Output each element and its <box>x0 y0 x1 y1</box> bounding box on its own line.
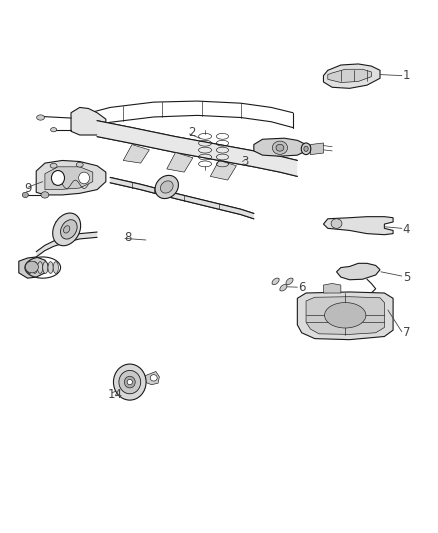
Polygon shape <box>145 372 159 385</box>
Ellipse shape <box>51 171 64 185</box>
Ellipse shape <box>79 172 89 184</box>
Ellipse shape <box>331 219 342 228</box>
Polygon shape <box>45 167 93 190</box>
Ellipse shape <box>119 370 141 394</box>
Ellipse shape <box>60 220 77 239</box>
Polygon shape <box>71 108 106 135</box>
Polygon shape <box>167 152 193 172</box>
Ellipse shape <box>304 146 308 151</box>
Ellipse shape <box>38 262 43 273</box>
Ellipse shape <box>50 127 57 132</box>
Ellipse shape <box>22 192 28 198</box>
Ellipse shape <box>124 376 135 388</box>
Ellipse shape <box>113 364 146 400</box>
Text: 8: 8 <box>124 231 131 244</box>
Ellipse shape <box>155 175 178 199</box>
Text: 1: 1 <box>403 69 410 82</box>
Ellipse shape <box>76 163 83 167</box>
Ellipse shape <box>64 226 70 233</box>
Text: 4: 4 <box>403 223 410 236</box>
Text: 6: 6 <box>298 281 306 294</box>
Polygon shape <box>311 143 323 155</box>
Ellipse shape <box>50 164 57 168</box>
Polygon shape <box>97 120 297 176</box>
Ellipse shape <box>25 261 39 273</box>
Polygon shape <box>19 257 49 278</box>
Text: 3: 3 <box>242 155 249 168</box>
Text: 2: 2 <box>188 126 196 140</box>
Polygon shape <box>328 69 371 83</box>
Text: 7: 7 <box>403 326 410 340</box>
Polygon shape <box>36 160 106 195</box>
Ellipse shape <box>127 379 132 385</box>
Ellipse shape <box>41 192 49 198</box>
Polygon shape <box>323 216 393 235</box>
Ellipse shape <box>276 144 284 151</box>
Text: 9: 9 <box>24 182 32 195</box>
Polygon shape <box>36 232 97 257</box>
Text: 5: 5 <box>403 271 410 284</box>
Ellipse shape <box>53 213 81 246</box>
Polygon shape <box>297 292 393 340</box>
Ellipse shape <box>286 278 293 285</box>
Ellipse shape <box>160 181 173 193</box>
Polygon shape <box>110 177 254 219</box>
Ellipse shape <box>53 262 58 273</box>
Ellipse shape <box>272 141 288 155</box>
Ellipse shape <box>27 262 32 273</box>
Ellipse shape <box>150 375 157 381</box>
Polygon shape <box>210 160 237 180</box>
Polygon shape <box>254 138 306 156</box>
Text: 14: 14 <box>108 389 123 401</box>
Polygon shape <box>323 64 380 88</box>
Ellipse shape <box>325 303 366 328</box>
Polygon shape <box>306 297 385 334</box>
Polygon shape <box>336 263 380 280</box>
Ellipse shape <box>272 278 279 285</box>
Ellipse shape <box>32 262 38 273</box>
Ellipse shape <box>37 115 45 120</box>
Ellipse shape <box>280 285 287 291</box>
Polygon shape <box>323 284 341 293</box>
Ellipse shape <box>301 143 311 155</box>
Ellipse shape <box>48 262 53 273</box>
Ellipse shape <box>43 262 48 273</box>
Polygon shape <box>123 144 149 163</box>
